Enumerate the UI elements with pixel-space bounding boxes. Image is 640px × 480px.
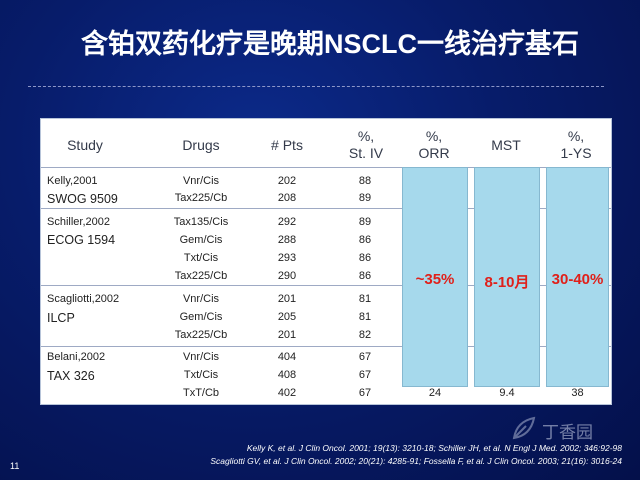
header-1ys: %, 1-YS [541, 128, 611, 162]
group-separator [41, 208, 611, 209]
drug: Gem/Cis [179, 311, 223, 323]
footnote-line-2: Scagliotti GV, et al. J Clin Oncol. 2002… [210, 456, 622, 466]
title-divider [28, 86, 604, 87]
st4: 86 [358, 270, 372, 282]
pts: 208 [277, 192, 297, 204]
study-author: Schiller,2002 [47, 216, 110, 228]
drug: Tax225/Cb [174, 270, 228, 282]
study-author: Scagliotti,2002 [47, 293, 120, 305]
group-separator [41, 346, 611, 347]
pts: 205 [277, 311, 297, 323]
footnote-line-1: Kelly K, et al. J Clin Oncol. 2001; 19(1… [246, 443, 622, 453]
header-drugs: Drugs [182, 137, 220, 153]
drug: Vnr/Cis [182, 351, 220, 363]
pts: 402 [277, 387, 297, 399]
slide-title: 含铂双药化疗是晚期NSCLC一线治疗基石 [81, 29, 579, 59]
orr-value: 24 [428, 387, 442, 399]
st4: 67 [358, 387, 372, 399]
drug: Tax135/Cis [173, 216, 229, 228]
mst-summary: 8-10月 [484, 274, 530, 291]
drug: Gem/Cis [179, 234, 223, 246]
study-author: Kelly,2001 [47, 175, 98, 187]
ys-value: 38 [571, 387, 584, 399]
st4: 81 [358, 293, 372, 305]
orr-summary: ~35% [415, 271, 455, 288]
header-orr: %, ORR [399, 128, 469, 162]
mst-highlight [474, 167, 540, 387]
header-orr-line2: ORR [418, 145, 450, 161]
header-orr-line1: %, [425, 128, 443, 144]
drug: Txt/Cis [183, 252, 219, 264]
ys-summary: 30-40% [551, 271, 604, 288]
st4: 67 [358, 369, 372, 381]
header-1ys-line2: 1-YS [560, 145, 592, 161]
st4: 81 [358, 311, 372, 323]
st4: 89 [358, 216, 372, 228]
drug: Tax225/Cb [174, 192, 228, 204]
header-st4-line2: St. IV [348, 145, 384, 161]
st4: 67 [358, 351, 372, 363]
pts: 290 [277, 270, 297, 282]
drug: Vnr/Cis [182, 293, 220, 305]
drug: TxT/Cb [182, 387, 220, 399]
header-st4-line1: %, [357, 128, 375, 144]
header-1ys-line1: %, [567, 128, 585, 144]
pts: 288 [277, 234, 297, 246]
study-trial: TAX 326 [47, 369, 95, 383]
pts: 293 [277, 252, 297, 264]
st4: 89 [358, 192, 372, 204]
drug: Vnr/Cis [182, 175, 220, 187]
st4: 88 [358, 175, 372, 187]
pts: 201 [277, 293, 297, 305]
watermark-text: 丁香园 [542, 423, 593, 442]
study-author: Belani,2002 [47, 351, 106, 363]
pts: 201 [277, 329, 297, 341]
st4: 82 [358, 329, 372, 341]
st4: 86 [358, 234, 372, 246]
study-trial: ECOG 1594 [47, 233, 116, 247]
header-separator [41, 167, 611, 168]
header-pts: # Pts [271, 137, 303, 153]
mst-value: 9.4 [499, 387, 515, 399]
pts: 292 [277, 216, 297, 228]
ys-highlight [546, 167, 609, 387]
page-number: 11 [10, 461, 20, 471]
header-study: Study [67, 137, 103, 153]
group-separator [41, 285, 611, 286]
st4: 86 [358, 252, 372, 264]
pts: 408 [277, 369, 297, 381]
trial-table: Study Drugs # Pts %, St. IV %, ORR MST %… [40, 118, 612, 405]
orr-highlight [402, 167, 468, 387]
study-trial: ILCP [47, 311, 75, 325]
header-st4: %, St. IV [331, 128, 401, 162]
drug: Tax225/Cb [174, 329, 228, 341]
leaf-logo-icon [512, 416, 536, 440]
drug: Txt/Cis [183, 369, 219, 381]
header-mst: MST [491, 137, 521, 153]
pts: 404 [277, 351, 297, 363]
pts: 202 [277, 175, 297, 187]
study-trial: SWOG 9509 [47, 192, 118, 206]
